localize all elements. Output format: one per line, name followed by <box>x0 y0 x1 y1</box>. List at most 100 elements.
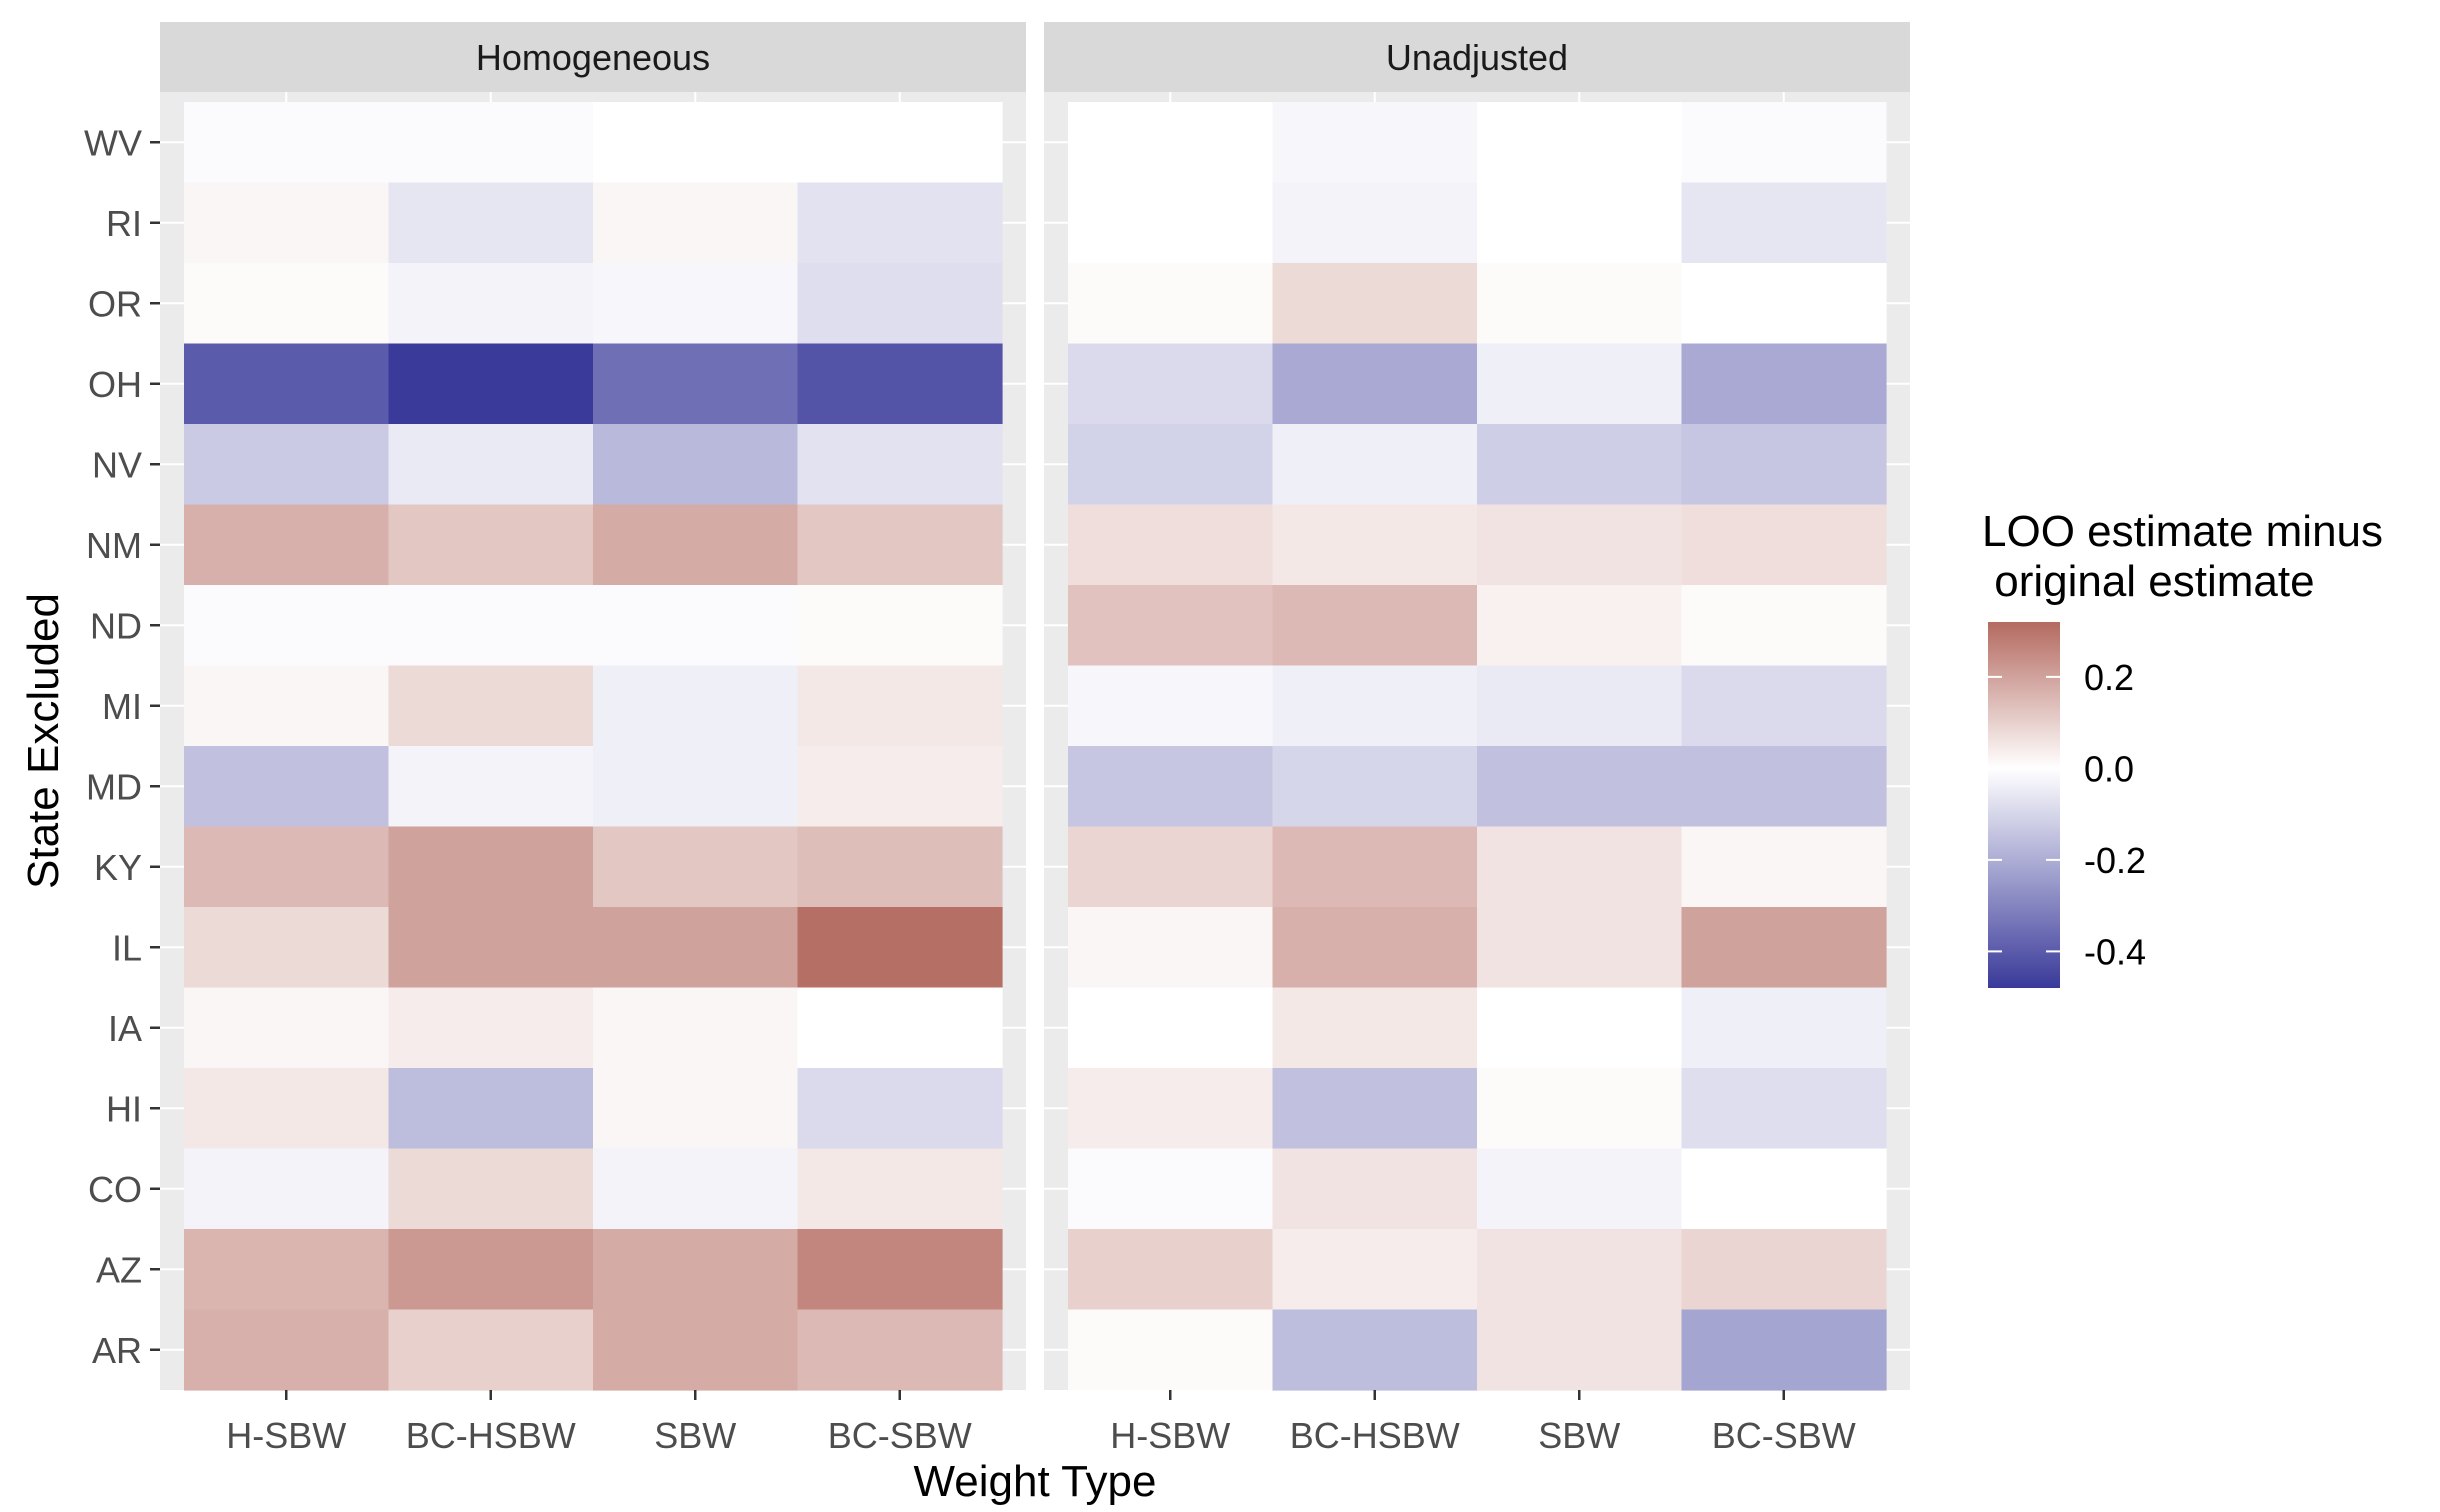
heatmap-cell-homogeneous-md-h-sbw <box>184 746 390 828</box>
heatmap-cell-homogeneous-co-bc-sbw <box>797 1148 1003 1230</box>
y-tick-label: KY <box>94 847 142 888</box>
y-tick-label: NV <box>92 444 142 485</box>
legend: LOO estimate minus original estimate 0.2… <box>1982 507 2383 988</box>
heatmap-cell-unadjusted-nd-bc-hsbw <box>1272 585 1478 667</box>
heatmap-cell-unadjusted-il-bc-hsbw <box>1272 907 1478 989</box>
legend-tick-label: -0.4 <box>2084 931 2146 972</box>
y-tick-label: MD <box>86 766 142 807</box>
heatmap-cell-unadjusted-ia-h-sbw <box>1068 987 1274 1069</box>
heatmap-cell-unadjusted-ri-h-sbw <box>1068 182 1274 264</box>
heatmap-cell-homogeneous-ar-bc-hsbw <box>388 1309 594 1391</box>
heatmap-cell-homogeneous-nm-sbw <box>593 504 799 586</box>
x-tick-label: H-SBW <box>1110 1415 1230 1456</box>
y-tick-label: RI <box>106 203 142 244</box>
heatmap-cell-unadjusted-nv-sbw <box>1477 424 1683 506</box>
legend-ticks: 0.2 0.0 -0.2 -0.4 <box>1988 657 2146 972</box>
y-tick-label: AZ <box>96 1249 142 1290</box>
heatmap-cell-unadjusted-ky-bc-sbw <box>1681 826 1887 908</box>
heatmap-cell-unadjusted-hi-h-sbw <box>1068 1068 1274 1150</box>
legend-title-line1: LOO estimate minus <box>1982 507 2383 556</box>
x-tick-label: BC-HSBW <box>1290 1415 1460 1456</box>
heatmap-cell-homogeneous-hi-bc-sbw <box>797 1068 1003 1150</box>
heatmap-cell-homogeneous-ri-bc-sbw <box>797 182 1003 264</box>
heatmap-cell-homogeneous-az-h-sbw <box>184 1229 390 1311</box>
heatmap-cell-unadjusted-or-bc-hsbw <box>1272 263 1478 345</box>
heatmap-cell-homogeneous-co-bc-hsbw <box>388 1148 594 1230</box>
heatmap-cell-homogeneous-il-sbw <box>593 907 799 989</box>
heatmap-cell-homogeneous-il-bc-hsbw <box>388 907 594 989</box>
heatmap-cell-unadjusted-nm-bc-hsbw <box>1272 504 1478 586</box>
y-tick-label: HI <box>106 1088 142 1129</box>
heatmap-cell-homogeneous-az-bc-sbw <box>797 1229 1003 1311</box>
heatmap-cell-homogeneous-ar-sbw <box>593 1309 799 1391</box>
legend-tick-label: -0.2 <box>2084 840 2146 881</box>
heatmap-cell-homogeneous-ri-h-sbw <box>184 182 390 264</box>
heatmap-cell-homogeneous-oh-bc-hsbw <box>388 343 594 425</box>
heatmap-cell-unadjusted-nv-bc-sbw <box>1681 424 1887 506</box>
heatmap-cell-unadjusted-ar-bc-hsbw <box>1272 1309 1478 1391</box>
y-tick-label: WV <box>84 122 142 163</box>
heatmap-cell-homogeneous-mi-bc-hsbw <box>388 665 594 747</box>
heatmap-cell-homogeneous-wv-h-sbw <box>184 102 390 184</box>
x-tick-label: BC-SBW <box>1712 1415 1856 1456</box>
heatmap-cell-unadjusted-ia-bc-hsbw <box>1272 987 1478 1069</box>
y-tick-label: NM <box>86 525 142 566</box>
heatmap-cell-unadjusted-mi-sbw <box>1477 665 1683 747</box>
y-tick-label: IA <box>108 1008 142 1049</box>
heatmap-cell-unadjusted-az-bc-hsbw <box>1272 1229 1478 1311</box>
y-tick-label: CO <box>88 1169 142 1210</box>
legend-colorbar <box>1988 622 2060 988</box>
heatmap-cell-unadjusted-wv-h-sbw <box>1068 102 1274 184</box>
heatmap-cell-unadjusted-ri-sbw <box>1477 182 1683 264</box>
heatmap-cell-homogeneous-oh-bc-sbw <box>797 343 1003 425</box>
heatmap-cell-unadjusted-hi-sbw <box>1477 1068 1683 1150</box>
heatmap-cell-unadjusted-ar-h-sbw <box>1068 1309 1274 1391</box>
heatmap-cell-homogeneous-ar-h-sbw <box>184 1309 390 1391</box>
heatmap-cell-unadjusted-az-sbw <box>1477 1229 1683 1311</box>
heatmap-cell-homogeneous-nm-h-sbw <box>184 504 390 586</box>
heatmap-cell-unadjusted-nv-h-sbw <box>1068 424 1274 506</box>
heatmap-cell-unadjusted-co-sbw <box>1477 1148 1683 1230</box>
heatmap-cell-homogeneous-co-sbw <box>593 1148 799 1230</box>
x-tick-label: BC-HSBW <box>406 1415 576 1456</box>
heatmap-cell-homogeneous-or-bc-hsbw <box>388 263 594 345</box>
heatmap-cell-homogeneous-nv-bc-sbw <box>797 424 1003 506</box>
heatmap-cell-homogeneous-or-h-sbw <box>184 263 390 345</box>
heatmap-cell-homogeneous-wv-bc-hsbw <box>388 102 594 184</box>
heatmap-cell-homogeneous-ia-bc-hsbw <box>388 987 594 1069</box>
heatmap-cell-homogeneous-ia-bc-sbw <box>797 987 1003 1069</box>
heatmap-cell-unadjusted-or-h-sbw <box>1068 263 1274 345</box>
heatmap-cell-homogeneous-nv-sbw <box>593 424 799 506</box>
heatmap-cell-unadjusted-mi-h-sbw <box>1068 665 1274 747</box>
heatmap-cell-unadjusted-wv-bc-hsbw <box>1272 102 1478 184</box>
heatmap-cell-unadjusted-ar-sbw <box>1477 1309 1683 1391</box>
heatmap-cell-homogeneous-md-bc-sbw <box>797 746 1003 828</box>
heatmap-cell-unadjusted-wv-sbw <box>1477 102 1683 184</box>
heatmap-cell-unadjusted-wv-bc-sbw <box>1681 102 1887 184</box>
x-tick-label: BC-SBW <box>828 1415 972 1456</box>
heatmap-cell-unadjusted-hi-bc-sbw <box>1681 1068 1887 1150</box>
heatmap-cell-homogeneous-nm-bc-sbw <box>797 504 1003 586</box>
heatmap-cell-homogeneous-or-sbw <box>593 263 799 345</box>
heatmap-cell-homogeneous-il-h-sbw <box>184 907 390 989</box>
heatmap-cell-unadjusted-md-sbw <box>1477 746 1683 828</box>
heatmap-cell-unadjusted-il-bc-sbw <box>1681 907 1887 989</box>
heatmap-cell-homogeneous-az-sbw <box>593 1229 799 1311</box>
x-tick-label: H-SBW <box>226 1415 346 1456</box>
heatmap-cell-unadjusted-nd-sbw <box>1477 585 1683 667</box>
heatmap-cell-homogeneous-hi-sbw <box>593 1068 799 1150</box>
y-axis: WV RI OR OH NV NM ND MI MD KY IL IA HI CO AZ AR <box>84 122 160 1371</box>
heatmap-cell-unadjusted-or-bc-sbw <box>1681 263 1887 345</box>
heatmap-cell-unadjusted-ky-bc-hsbw <box>1272 826 1478 908</box>
facet-strip-unadjusted <box>1044 22 1910 92</box>
heatmap-cell-homogeneous-ri-sbw <box>593 182 799 264</box>
legend-tick-label: 0.0 <box>2084 748 2134 789</box>
x-tick-label: SBW <box>1538 1415 1620 1456</box>
heatmap-cell-homogeneous-nd-bc-hsbw <box>388 585 594 667</box>
y-axis-title: State Excluded <box>19 593 68 889</box>
heatmap-cell-unadjusted-ia-bc-sbw <box>1681 987 1887 1069</box>
facet-label-unadjusted: Unadjusted <box>1386 37 1568 78</box>
heatmap-cell-homogeneous-nd-bc-sbw <box>797 585 1003 667</box>
heatmap-cell-unadjusted-co-bc-sbw <box>1681 1148 1887 1230</box>
